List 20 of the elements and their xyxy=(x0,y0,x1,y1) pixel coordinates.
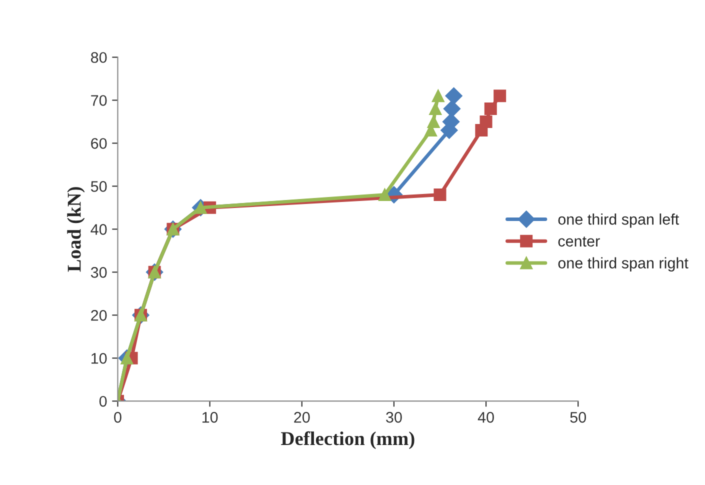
x-tick-label: 40 xyxy=(478,412,494,423)
y-tick-label: 10 xyxy=(91,352,107,364)
y-tick-label: 60 xyxy=(91,138,107,149)
y-tick-label: 0 xyxy=(99,396,107,407)
x-tick-label: 0 xyxy=(114,412,122,423)
y-tick-label: 80 xyxy=(90,52,107,63)
y-axis-title: Load (kN) xyxy=(67,187,85,272)
y-tick-label: 50 xyxy=(90,181,107,192)
x-tick-label: 20 xyxy=(294,412,310,423)
x-tick-label: 50 xyxy=(570,412,586,423)
x-tick-label: 30 xyxy=(386,412,402,423)
x-tick-label: 10 xyxy=(202,412,218,423)
y-tick-label: 20 xyxy=(91,310,107,321)
legend-label: one third span right xyxy=(558,257,688,272)
x-axis-title: Deflection (mm) xyxy=(281,431,414,450)
legend-label: center xyxy=(558,236,600,247)
y-tick-label: 40 xyxy=(90,224,107,235)
y-tick-label: 30 xyxy=(90,267,107,278)
legend-label: one third span left xyxy=(558,214,680,228)
y-tick-label: 70 xyxy=(91,95,107,106)
